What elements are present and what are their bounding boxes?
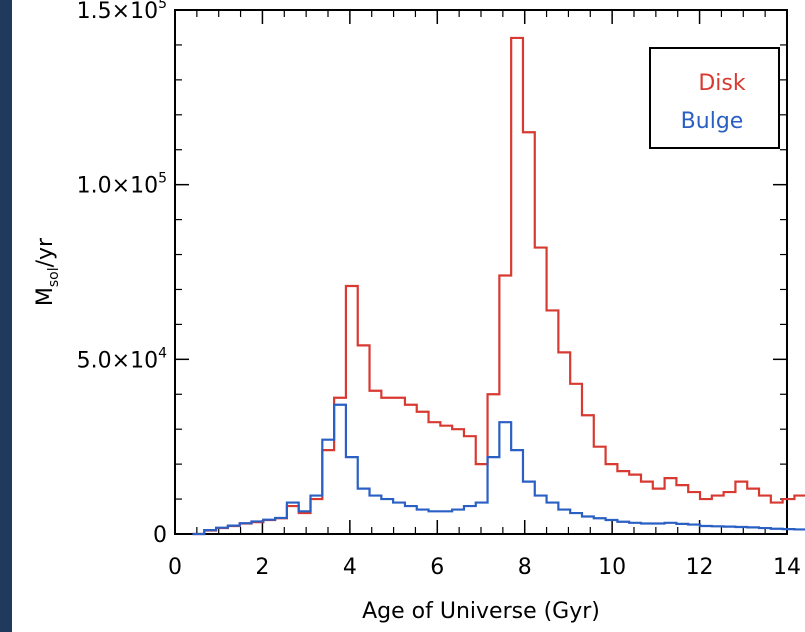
legend-box <box>649 47 780 149</box>
x-tick-label: 10 <box>598 555 626 580</box>
x-tick-label: 8 <box>518 555 532 580</box>
series-layer <box>192 36 805 536</box>
x-tick-label: 0 <box>168 555 182 580</box>
series-line-disk <box>192 36 805 536</box>
y-tick-label: 0 <box>153 523 167 548</box>
y-tick-label: 1.5×105 <box>77 0 167 24</box>
chart-panel: 0 2 4 6 8 10 12 14 0 5.0×104 1.0×105 1.5×105 Age o… <box>12 0 805 632</box>
series-line-bulge <box>192 403 805 536</box>
x-tick-label: 6 <box>430 555 444 580</box>
sfr-histogram-chart: 0 2 4 6 8 10 12 14 0 5.0×104 1.0×105 1.5×105 Age o… <box>33 0 805 624</box>
x-tick-label: 12 <box>686 555 714 580</box>
svg-text:Msol/yr: Msol/yr <box>33 237 62 306</box>
y-axis-title-subscript: sol <box>46 267 62 287</box>
legend-item-bulge: Bulge <box>681 109 744 134</box>
y-axis-title: Msol/yr <box>33 237 62 306</box>
y-tick-label: 5.0×104 <box>77 345 167 373</box>
y-axis-title-rest: /yr <box>33 237 58 267</box>
legend-item-disk: Disk <box>698 71 746 96</box>
x-tick-label: 14 <box>773 555 801 580</box>
y-tick-label: 1.0×105 <box>77 171 167 199</box>
x-tick-label: 4 <box>343 555 357 580</box>
x-tick-label: 2 <box>255 555 269 580</box>
legend: Disk Bulge <box>649 47 780 149</box>
x-tick-labels: 0 2 4 6 8 10 12 14 <box>168 555 801 580</box>
y-tick-labels: 0 5.0×104 1.0×105 1.5×105 <box>77 0 167 548</box>
x-axis-title: Age of Universe (Gyr) <box>362 599 600 624</box>
y-axis-title-base: M <box>33 287 58 306</box>
